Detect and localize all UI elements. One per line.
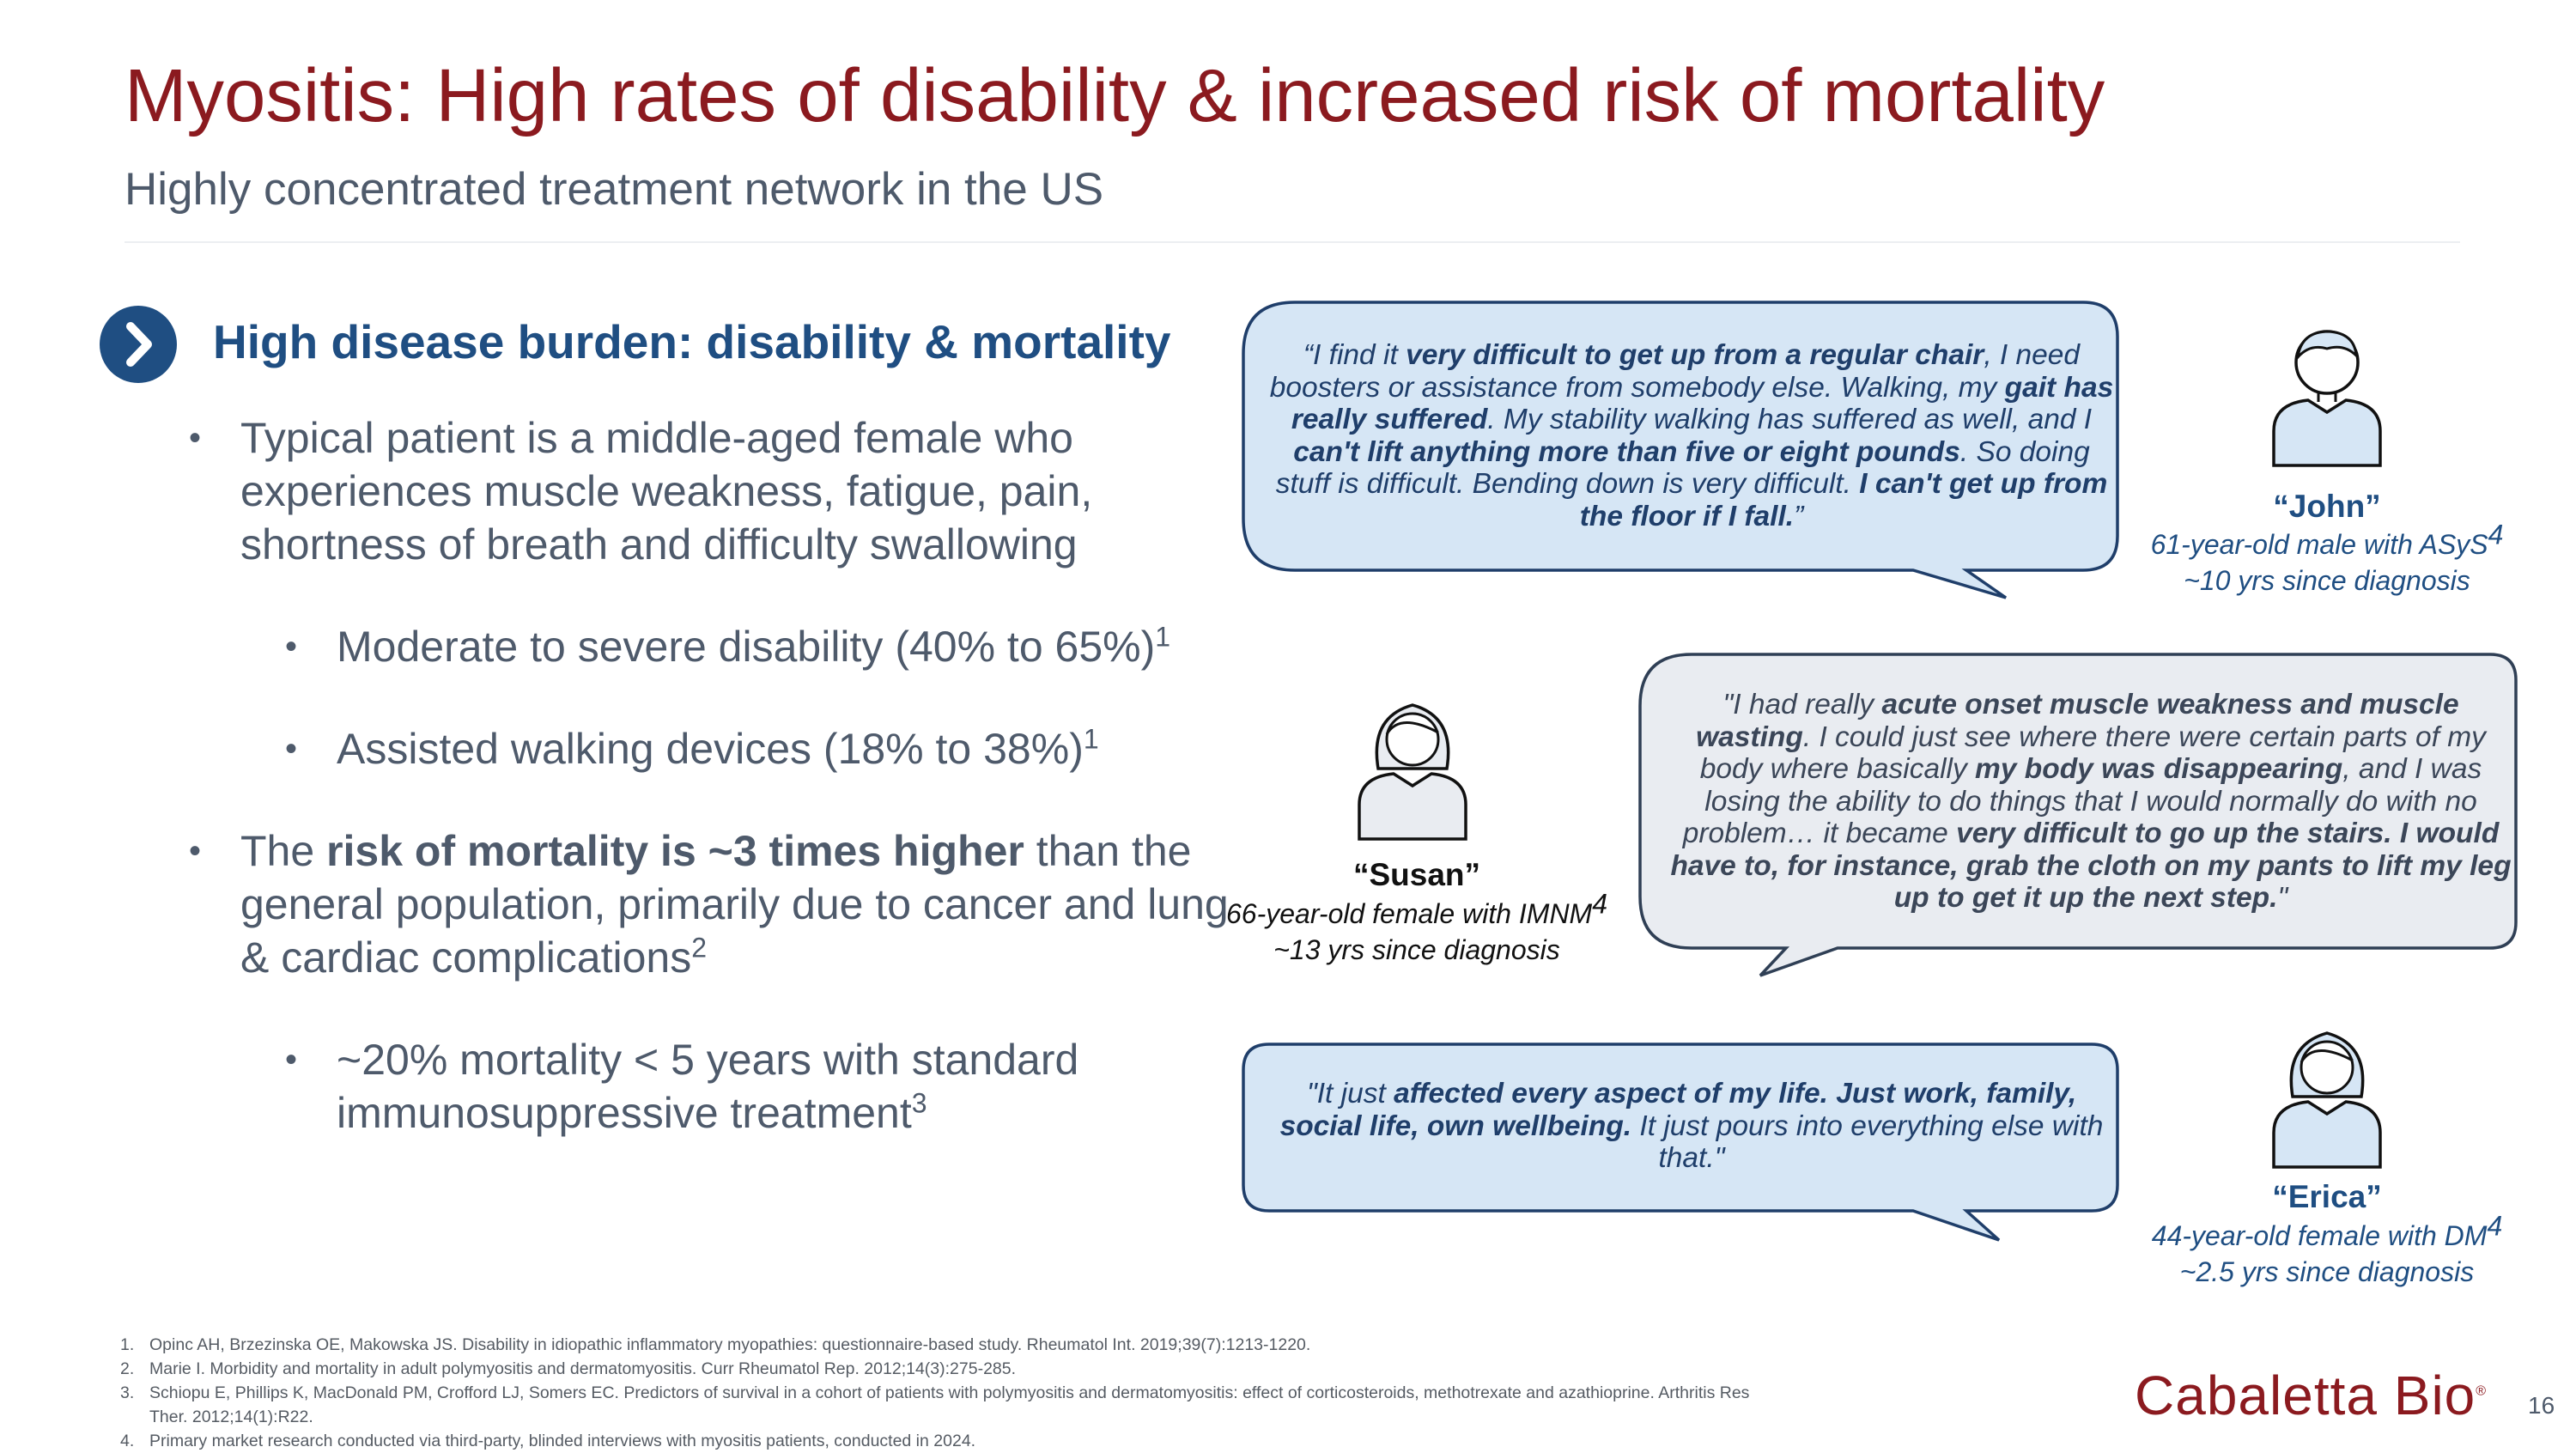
susan-quote: "I had really acute onset muscle weaknes… (1670, 689, 2512, 914)
bullet-text-bold: risk of mortality is ~3 times higher (326, 827, 1024, 875)
page-title: Myositis: High rates of disability & inc… (125, 54, 2105, 137)
bullet-text-post: than the general population, primarily d… (240, 827, 1229, 982)
erica-speech-bubble (1242, 1043, 2119, 1242)
title-divider (125, 241, 2460, 243)
bullet-text: Typical patient is a middle-aged female … (240, 414, 1093, 568)
susan-avatar-icon (1358, 703, 1467, 841)
footnote-item: 3. Schiopu E, Phillips K, MacDonald PM, C… (120, 1383, 1750, 1426)
footnote-ref: 2 (691, 932, 708, 964)
bullet-disability: • Moderate to severe disability (40% to … (285, 620, 1264, 673)
bullet-marker: • (285, 730, 298, 768)
footnote-ref: 1 (1083, 723, 1099, 755)
footnotes: 1. Opinc AH, Brzezinska OE, Makowska JS. … (120, 1333, 1752, 1453)
company-logo: Cabaletta Bio® (2135, 1365, 2488, 1426)
erica-quote: "It just affected every aspect of my lif… (1279, 1078, 2104, 1174)
john-name: “John” (2273, 489, 2381, 524)
bullet-text-pre: The (240, 827, 327, 875)
bullet-text: Assisted walking devices (18% to 38%) (337, 725, 1084, 773)
footnote-item: 4. Primary market research conducted via … (120, 1432, 976, 1450)
john-quote: “I find it very difficult to get up from… (1269, 339, 2114, 532)
bullet-mortality-rate: • ~20% mortality < 5 years with standard… (285, 1033, 1264, 1140)
page-subtitle: Highly concentrated treatment network in… (125, 164, 1104, 215)
erica-name: “Erica” (2272, 1179, 2382, 1214)
susan-description: 66-year-old female with IMNM4 ~13 yrs si… (1225, 888, 1607, 965)
footnote-item: 1. Opinc AH, Brzezinska OE, Makowska JS. … (120, 1335, 1311, 1354)
bullet-marker: • (189, 832, 202, 870)
bullet-walking-devices: • Assisted walking devices (18% to 38%)1 (285, 722, 1264, 775)
section-heading: High disease burden: disability & mortal… (213, 315, 1171, 368)
bullet-marker: • (285, 1041, 298, 1079)
footnote-ref: 3 (911, 1087, 927, 1119)
bullet-marker: • (285, 628, 298, 666)
bullet-mortality-risk: • The risk of mortality is ~3 times high… (189, 824, 1236, 984)
susan-speech-bubble (1638, 653, 2518, 977)
footnote-ref: 1 (1155, 621, 1171, 653)
john-avatar-icon (2272, 330, 2382, 467)
erica-avatar-icon (2272, 1031, 2382, 1169)
john-description: 61-year-old male with ASyS4 ~10 yrs sinc… (2150, 519, 2504, 596)
bullet-text: ~20% mortality < 5 years with standard i… (337, 1036, 1079, 1137)
page-number: 16 (2528, 1392, 2555, 1419)
bullet-text: Moderate to severe disability (40% to 65… (337, 623, 1156, 671)
erica-description: 44-year-old female with DM4 ~2.5 yrs sin… (2151, 1210, 2503, 1287)
john-speech-bubble (1242, 301, 2119, 599)
susan-name: “Susan” (1352, 857, 1481, 892)
bullet-typical-patient: • Typical patient is a middle-aged femal… (189, 411, 1236, 571)
bullet-marker: • (189, 419, 202, 457)
section-chevron-icon (100, 306, 177, 383)
footnote-item: 2. Marie I. Morbidity and mortality in ad… (120, 1359, 1017, 1378)
